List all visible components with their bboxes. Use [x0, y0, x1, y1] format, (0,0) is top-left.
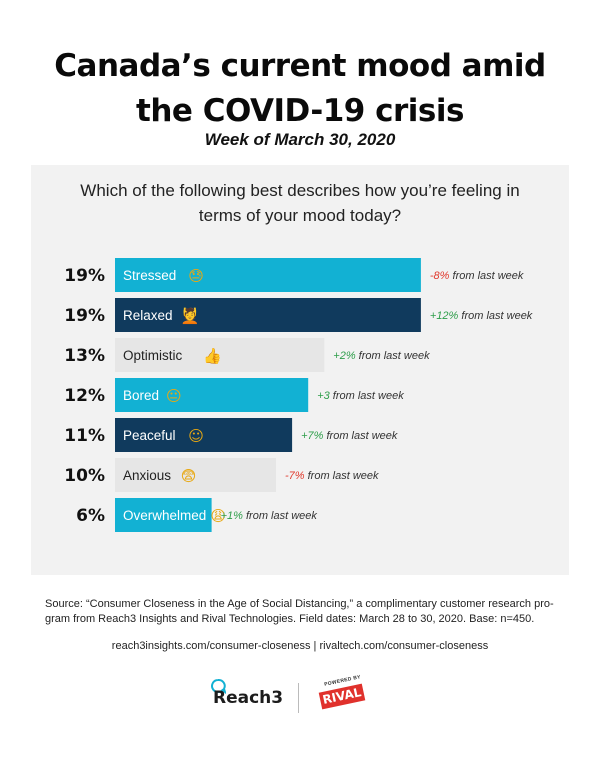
change-value-relaxed: +12%	[430, 310, 459, 322]
change-suffix-relaxed: from last week	[458, 310, 532, 322]
logo-row: Reach3 POWERED BY RIVAL	[0, 674, 600, 725]
change-suffix-peaceful: from last week	[323, 430, 397, 442]
value-label-peaceful: 11%	[64, 426, 105, 446]
change-suffix-bored: from last week	[330, 390, 404, 402]
change-suffix-anxious: from last week	[305, 470, 379, 482]
source-line-1: Source: “Consumer Closeness in the Age o…	[45, 598, 554, 610]
overwhelmed-emoji-icon: 😩	[210, 507, 226, 525]
change-suffix-stressed: from last week	[449, 270, 523, 282]
reach3-logo: Reach3	[213, 688, 284, 708]
bar-relaxed	[115, 298, 421, 332]
survey-question: Which of the following best describes ho…	[31, 178, 569, 228]
bar-optimistic	[115, 338, 325, 372]
change-note-anxious: -7% from last week	[285, 470, 379, 482]
change-note-overwhelmed: +1% from last week	[221, 510, 318, 522]
change-value-overwhelmed: +1%	[221, 510, 244, 522]
source-line-2: gram from Reach3 Insights and Rival Tech…	[45, 613, 535, 625]
peaceful-emoji-icon: ☺	[188, 427, 204, 445]
change-note-optimistic: +2% from last week	[333, 350, 430, 362]
bar-anxious	[115, 458, 276, 492]
change-note-bored: +3 from last week	[317, 390, 404, 402]
optimistic-emoji-icon: 👍	[203, 347, 222, 365]
category-label-anxious: Anxious	[123, 468, 171, 483]
page-subtitle: Week of March 30, 2020	[204, 130, 396, 149]
rival-logo: POWERED BY RIVAL	[318, 674, 368, 718]
title-line-2: the COVID-19 crisis	[136, 93, 464, 129]
logo-divider	[298, 683, 299, 713]
change-note-peaceful: +7% from last week	[301, 430, 398, 442]
change-value-bored: +3	[317, 390, 330, 402]
value-label-anxious: 10%	[64, 466, 105, 486]
bar-stressed	[115, 258, 421, 292]
stressed-emoji-icon: 😓	[188, 267, 204, 285]
anxious-emoji-icon: 😨	[181, 467, 197, 485]
category-label-stressed: Stressed	[123, 268, 176, 283]
category-label-relaxed: Relaxed	[123, 308, 173, 323]
value-label-relaxed: 19%	[64, 306, 105, 326]
question-line-2: terms of your mood today?	[198, 206, 402, 225]
bar-peaceful	[115, 418, 293, 452]
bar-bored	[115, 378, 309, 412]
relaxed-emoji-icon: 💆	[181, 306, 200, 325]
change-suffix-overwhelmed: from last week	[243, 510, 317, 522]
title-line-1: Canada’s current mood amid	[54, 48, 546, 84]
value-label-overwhelmed: 6%	[76, 506, 105, 526]
change-value-peaceful: +7%	[301, 430, 324, 442]
reach3-speech-bubble-icon	[211, 678, 226, 694]
change-note-stressed: -8% from last week	[430, 270, 524, 282]
change-value-stressed: -8%	[430, 270, 450, 282]
bored-emoji-icon: 😐	[166, 387, 182, 405]
page-title: Canada’s current mood amid the COVID-19 …	[0, 44, 600, 134]
source-links[interactable]: reach3insights.com/consumer-closeness | …	[111, 640, 489, 652]
change-note-relaxed: +12% from last week	[430, 310, 533, 322]
change-suffix-optimistic: from last week	[356, 350, 430, 362]
category-label-optimistic: Optimistic	[123, 348, 183, 363]
category-label-peaceful: Peaceful	[123, 428, 176, 443]
bar-overwhelmed	[115, 498, 212, 532]
category-label-overwhelmed: Overwhelmed	[123, 508, 206, 523]
value-label-bored: 12%	[64, 386, 105, 406]
source-note: Source: “Consumer Closeness in the Age o…	[45, 597, 565, 627]
change-value-optimistic: +2%	[333, 350, 356, 362]
value-label-optimistic: 13%	[64, 346, 105, 366]
change-value-anxious: -7%	[285, 470, 305, 482]
value-label-stressed: 19%	[64, 266, 105, 286]
question-line-1: Which of the following best describes ho…	[80, 181, 520, 200]
category-label-bored: Bored	[123, 388, 159, 403]
